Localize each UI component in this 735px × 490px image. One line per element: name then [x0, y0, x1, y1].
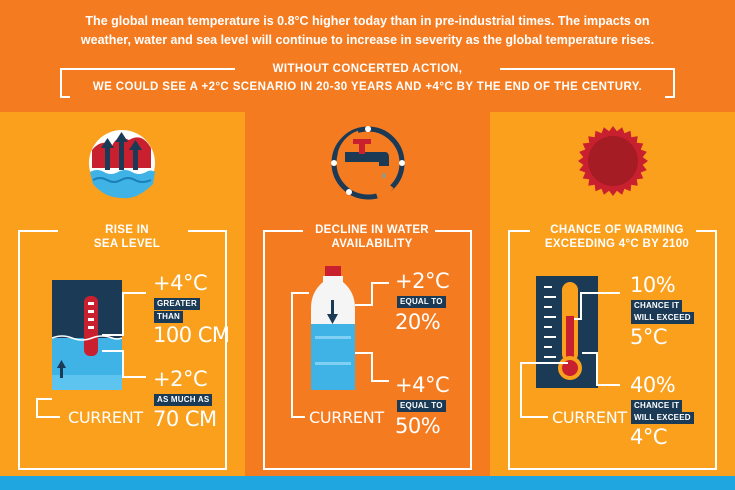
sea-current-h [36, 416, 60, 418]
water-title-line-2: AVAILABILITY [331, 238, 413, 250]
water-top-tag: EQUAL TO [397, 296, 446, 308]
banner-line-2: WE COULD SEE A +2°C SCENARIO IN 20-30 YE… [92, 81, 643, 93]
warming-card-top-left [508, 230, 530, 232]
water-card-top-right [435, 230, 470, 232]
water-current-top [291, 292, 309, 294]
sea-bottom-value: +2°C [153, 367, 208, 391]
warming-connector-top-h [580, 292, 620, 294]
water-connector-top-base [355, 304, 373, 306]
water-card-top-left [263, 230, 303, 232]
warming-connector-bottom-h [596, 384, 620, 386]
water-bottom-value: +4°C [395, 373, 450, 397]
warming-current-top [520, 362, 568, 364]
banner-frame-bottom-left [60, 96, 70, 98]
warming-bottom-amount: 4°C [630, 425, 668, 449]
sea-card-top-left [18, 230, 58, 232]
warming-card [508, 230, 717, 470]
water-bottom-amount: 50% [395, 414, 441, 438]
water-current-label: CURRENT [309, 408, 384, 427]
banner: WITHOUT CONCERTED ACTION, WE COULD SEE A… [60, 60, 675, 98]
water-availability-panel: DECLINE IN WATER AVAILABILITY +2°C EQUAL… [245, 112, 490, 482]
warming-chance-panel: CHANCE OF WARMING EXCEEDING 4°C BY 2100 … [490, 112, 735, 482]
intro-line-2: weather, water and sea level will contin… [80, 33, 655, 47]
water-card [263, 230, 472, 470]
sea-top-tag-2: THAN [154, 311, 184, 323]
water-connector-bottom-h [371, 380, 389, 382]
bottom-bar [0, 476, 735, 490]
banner-frame-top-right [500, 68, 675, 70]
warming-bottom-value: 40% [630, 373, 676, 397]
warming-bottom-tag-1: CHANCE IT [631, 400, 683, 412]
sea-level-title: RISE IN SEA LEVEL [60, 223, 194, 251]
faucet-icon [331, 126, 405, 200]
warming-connector-top-base [574, 318, 582, 320]
sea-top-tag-1: GREATER [154, 298, 200, 310]
water-top-amount: 20% [395, 310, 441, 334]
warming-connector-bottom-base [582, 352, 598, 354]
sea-top-value: +4°C [153, 271, 208, 295]
sea-connector-top-v [122, 292, 124, 334]
sea-connector-bottom-h [122, 376, 146, 378]
banner-frame-bottom-right [665, 96, 675, 98]
thermometer-icon [536, 276, 598, 388]
banner-frame-left [60, 68, 62, 98]
warming-title-line-2: EXCEEDING 4°C BY 2100 [544, 238, 690, 250]
warming-card-top-right [696, 230, 715, 232]
warming-current-v [520, 362, 522, 418]
water-bottle-icon [311, 266, 355, 390]
water-connector-bottom-base [355, 352, 373, 354]
water-current-v [291, 292, 293, 418]
intro-line-1: The global mean temperature is 0.8°C hig… [85, 14, 650, 28]
warming-top-value: 10% [630, 273, 676, 297]
banner-frame-right [673, 68, 675, 98]
intro-text: The global mean temperature is 0.8°C hig… [40, 12, 695, 50]
warming-title: CHANCE OF WARMING EXCEEDING 4°C BY 2100 [530, 223, 704, 251]
warming-top-amount: 5°C [630, 325, 668, 349]
warming-top-tag-2: WILL EXCEED [631, 312, 694, 324]
sea-bottom-tag: AS MUCH AS [154, 394, 213, 406]
warming-top-tag-1: CHANCE IT [631, 300, 683, 312]
water-top-value: +2°C [395, 269, 450, 293]
sea-level-panel: RISE IN SEA LEVEL +4°C GREATER THAN 100 … [0, 112, 245, 482]
banner-line-1: WITHOUT CONCERTED ACTION, [272, 63, 463, 75]
water-current-h [291, 416, 305, 418]
sun-icon [578, 126, 648, 196]
water-bottom-tag: EQUAL TO [397, 400, 446, 412]
warming-current-h [520, 416, 548, 418]
sea-connector-top-base [102, 334, 124, 336]
sea-current-base [36, 398, 52, 400]
sea-bottom-amount: 70 CM [153, 407, 217, 431]
warming-title-line-1: CHANCE OF WARMING [550, 224, 684, 236]
sea-top-amount: 100 CM [153, 323, 230, 347]
water-connector-top-h [371, 282, 389, 284]
water-connector-top-v [371, 282, 373, 306]
sea-current-v [36, 398, 38, 418]
sea-title-line-1: RISE IN [105, 224, 149, 236]
sea-current-label: CURRENT [68, 408, 143, 427]
warming-connector-bottom-v [596, 352, 598, 386]
water-title-line-1: DECLINE IN WATER [315, 224, 429, 236]
sea-connector-bottom-base [102, 350, 124, 352]
water-title: DECLINE IN WATER AVAILABILITY [301, 223, 443, 251]
sea-connector-top-h [122, 292, 146, 294]
sea-card-top-right [188, 230, 225, 232]
water-connector-bottom-v [371, 352, 373, 382]
warming-bottom-tag-2: WILL EXCEED [631, 412, 694, 424]
sea-title-line-2: SEA LEVEL [93, 238, 161, 250]
warming-current-label: CURRENT [552, 408, 627, 427]
warming-connector-top-v [580, 292, 582, 320]
sea-connector-bottom-v [122, 350, 124, 378]
wave-arrows-icon [89, 130, 155, 199]
sea-level-card [18, 230, 227, 470]
header: The global mean temperature is 0.8°C hig… [0, 0, 735, 112]
banner-frame-top-left [60, 68, 235, 70]
